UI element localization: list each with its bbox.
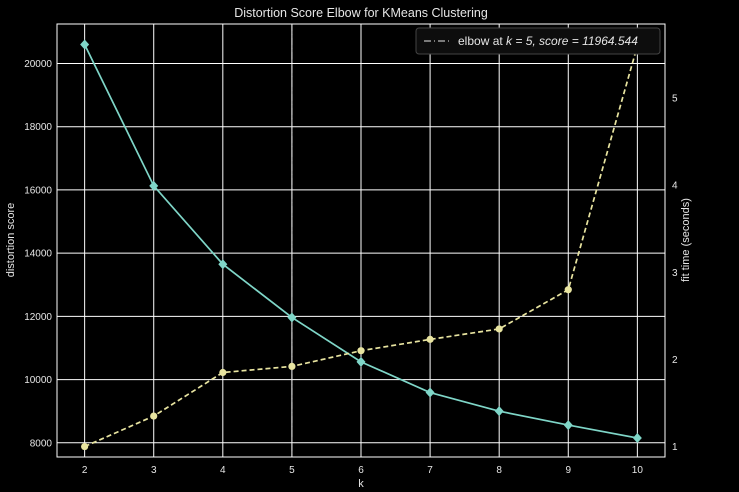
y2-tick-labels: 1 2 3 4 5 xyxy=(672,94,678,453)
plot-frame xyxy=(56,23,666,458)
series-1-marker xyxy=(494,406,504,417)
x-axis-label: k xyxy=(358,478,364,490)
legend: elbow at k = 5, score = 11964.544 xyxy=(415,27,661,55)
series-1-marker xyxy=(356,356,366,367)
x-tick-label: 2 xyxy=(82,465,88,476)
y2-tick-label: 1 xyxy=(672,442,678,453)
series-2-marker xyxy=(426,335,434,343)
series-2-marker xyxy=(81,442,89,451)
series-2-marker xyxy=(564,286,572,294)
y-tick-label: 12000 xyxy=(24,312,52,323)
legend-label: elbow at k = 5, score = 11964.544 xyxy=(458,34,638,48)
y2-axis-label: fit time (seconds) xyxy=(680,198,692,282)
x-tick-label: 4 xyxy=(220,465,226,476)
series-1-marker xyxy=(632,433,642,444)
y-tick-label: 8000 xyxy=(30,438,53,449)
series-2-marker xyxy=(150,412,158,420)
series-layer xyxy=(80,39,642,451)
x-tick-label: 10 xyxy=(632,465,644,476)
series-1-marker xyxy=(425,387,435,398)
y-axis-label: distortion score xyxy=(5,203,17,278)
y2-tick-label: 2 xyxy=(672,355,678,366)
legend-box xyxy=(415,27,661,55)
series-1-marker xyxy=(149,180,159,191)
chart-title: Distortion Score Elbow for KMeans Cluste… xyxy=(234,6,488,20)
series-1-marker xyxy=(80,39,90,50)
series-2-marker xyxy=(288,362,296,370)
series-1-marker xyxy=(218,259,228,270)
y-tick-label: 20000 xyxy=(24,59,52,70)
x-tick-label: 6 xyxy=(358,465,364,476)
y2-tick-label: 4 xyxy=(672,181,678,192)
series-2-marker xyxy=(495,325,503,333)
gridlines xyxy=(57,24,665,457)
x-tick-label: 8 xyxy=(496,465,502,476)
x-tick-labels: 2 3 4 5 6 7 8 9 10 xyxy=(82,465,644,476)
x-tick-label: 3 xyxy=(151,465,157,476)
y-tick-label: 14000 xyxy=(24,249,52,260)
x-tick-label: 9 xyxy=(565,465,571,476)
y2-tick-label: 5 xyxy=(672,94,678,105)
series-1-marker xyxy=(563,420,573,431)
series-2-marker xyxy=(219,368,227,377)
y-tick-label: 16000 xyxy=(24,185,52,196)
series-2-marker xyxy=(357,347,365,355)
y-tick-label: 18000 xyxy=(24,122,52,133)
y-tick-labels: 8000 10000 12000 14000 16000 18000 20000 xyxy=(24,59,52,449)
series-1-marker xyxy=(287,312,297,323)
x-tick-label: 5 xyxy=(289,465,295,476)
y2-tick-label: 3 xyxy=(672,268,678,279)
y-tick-label: 10000 xyxy=(24,375,52,386)
x-tick-label: 7 xyxy=(427,465,433,476)
